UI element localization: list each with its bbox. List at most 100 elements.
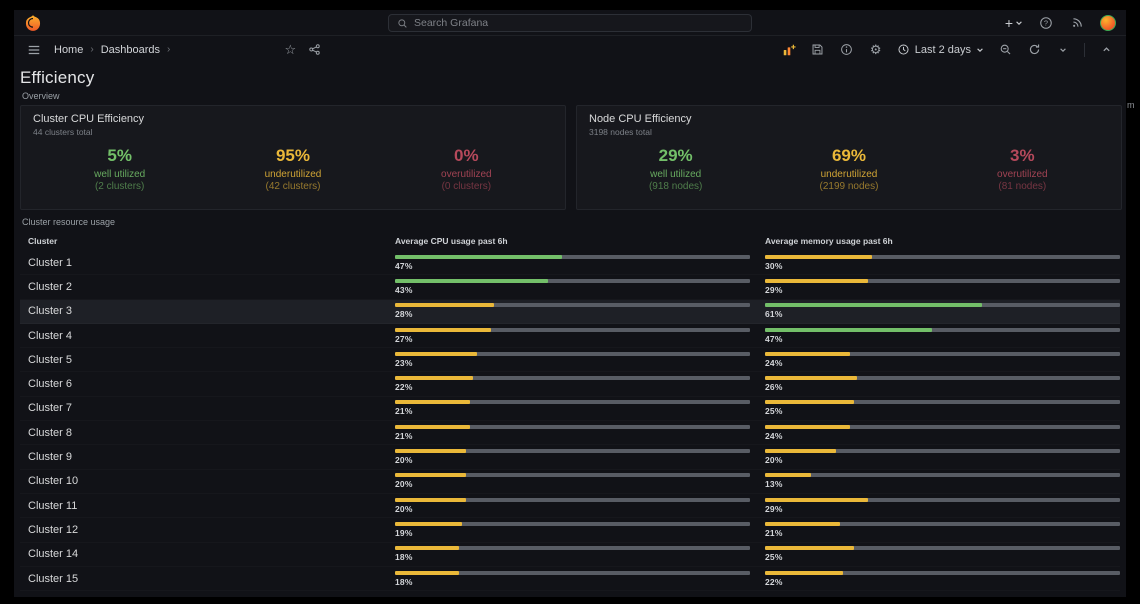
gauge-fill	[765, 376, 858, 381]
zoom-out-button[interactable]	[997, 42, 1013, 58]
add-visualization-icon	[783, 44, 796, 55]
refresh-button[interactable]	[1026, 42, 1042, 58]
gauge-value: 43%	[395, 284, 413, 295]
table-row[interactable]: Cluster 10 20% 13%	[20, 470, 1120, 494]
share-button[interactable]	[306, 42, 322, 58]
gauge-track	[395, 570, 750, 575]
gauge-value: 18%	[395, 576, 413, 587]
gauge-fill	[765, 351, 851, 356]
gauge-fill	[395, 449, 466, 454]
gauge-fill	[395, 327, 491, 332]
table-row[interactable]: Cluster 2 43% 29%	[20, 275, 1120, 299]
news-rss-button[interactable]	[1069, 15, 1085, 31]
plus-icon: +	[1004, 14, 1013, 31]
search-input[interactable]: Search Grafana	[388, 14, 752, 32]
gauge-fill	[395, 376, 474, 381]
table-row[interactable]: Cluster 14 18% 25%	[20, 543, 1120, 567]
table-row[interactable]: Cluster 5 23% 24%	[20, 348, 1120, 372]
cluster-name: Cluster 3	[28, 305, 73, 318]
memory-usage-gauge: 29%	[765, 278, 1120, 295]
cpu-usage-gauge: 20%	[395, 473, 750, 489]
gauge-fill	[395, 351, 477, 356]
gauge-track	[765, 473, 1120, 478]
help-button[interactable]: ?	[1038, 15, 1054, 31]
gauge-track	[395, 449, 750, 454]
cpu-usage-gauge: 47%	[395, 254, 750, 271]
time-range-picker[interactable]: Last 2 days	[897, 43, 984, 56]
cluster-name: Cluster 4	[28, 329, 73, 342]
cpu-usage-gauge: 23%	[395, 351, 750, 368]
column-header-cpu[interactable]: Average CPU usage past 6h	[395, 236, 508, 246]
collapse-controls-button[interactable]	[1098, 42, 1114, 58]
table-row[interactable]: Cluster 6 22% 26%	[20, 372, 1120, 396]
gauge-track	[395, 351, 750, 356]
gauge-track	[395, 254, 750, 259]
cluster-name: Cluster 2	[28, 280, 73, 293]
row-header-usage[interactable]: Cluster resource usage	[22, 217, 116, 227]
gauge-value: 21%	[765, 527, 783, 538]
dashboard-insights-button[interactable]	[839, 42, 855, 58]
stat-value: 69%	[831, 146, 866, 165]
add-panel-button[interactable]	[781, 42, 797, 58]
user-avatar[interactable]	[1100, 14, 1116, 31]
cluster-name: Cluster 14	[28, 548, 79, 561]
favorite-star-button[interactable]: ☆	[282, 42, 298, 58]
cpu-usage-gauge: 20%	[395, 449, 750, 465]
gauge-fill	[395, 546, 459, 551]
gauge-track	[395, 497, 750, 502]
gauge-track	[765, 400, 1120, 405]
stat-overutilized: 0% overutilized (0 clusters)	[380, 146, 553, 192]
save-icon	[812, 44, 823, 55]
gauge-value: 61%	[765, 309, 783, 320]
gauge-fill	[395, 278, 548, 283]
memory-usage-gauge: 13%	[765, 473, 1120, 489]
column-header-cluster[interactable]: Cluster	[28, 236, 58, 246]
cluster-name: Cluster 9	[28, 451, 73, 464]
gauge-track	[395, 521, 750, 526]
breadcrumb-dashboards[interactable]: Dashboards	[100, 43, 161, 56]
stat-label: underutilized	[264, 169, 322, 180]
table-row[interactable]: Cluster 15 18% 22%	[20, 567, 1120, 591]
star-icon: ☆	[284, 42, 297, 57]
cpu-usage-gauge: 21%	[395, 424, 750, 441]
stat-value: 95%	[275, 146, 310, 165]
table-row[interactable]: Cluster 8 21% 24%	[20, 421, 1120, 445]
stat-label: well utilized	[650, 169, 702, 180]
chevron-down-icon	[1060, 47, 1066, 52]
new-menu-button[interactable]: +	[1005, 15, 1023, 31]
gauge-value: 24%	[765, 357, 783, 368]
table-row[interactable]: Cluster 12 19% 21%	[20, 518, 1120, 542]
dashboard-settings-button[interactable]: ⚙	[868, 42, 884, 58]
stat-value: 0%	[454, 146, 479, 165]
time-range-label: Last 2 days	[914, 43, 971, 56]
gauge-track	[765, 278, 1120, 283]
gauge-value: 26%	[765, 382, 783, 393]
refresh-interval-dropdown[interactable]	[1055, 42, 1071, 58]
table-row[interactable]: Cluster 1 47% 30%	[20, 251, 1120, 275]
menu-toggle-button[interactable]	[26, 42, 42, 58]
share-icon	[309, 44, 320, 55]
column-header-memory[interactable]: Average memory usage past 6h	[765, 236, 893, 246]
clipped-text-fragment: m	[1127, 100, 1135, 110]
breadcrumb-home[interactable]: Home	[54, 43, 84, 56]
table-row[interactable]: Cluster 4 27% 47%	[20, 324, 1120, 348]
chevron-down-icon	[1015, 19, 1023, 27]
refresh-icon	[1029, 44, 1039, 55]
gauge-fill	[395, 497, 466, 502]
stat-detail: (2 clusters)	[94, 181, 145, 192]
table-row[interactable]: Cluster 11 20% 29%	[20, 494, 1120, 518]
stat-label: well utilized	[94, 169, 146, 180]
gauge-track	[395, 424, 750, 429]
zoom-out-icon	[1000, 44, 1010, 55]
save-dashboard-button[interactable]	[810, 42, 826, 58]
gauge-fill	[765, 254, 872, 259]
gauge-fill	[765, 521, 840, 526]
table-row[interactable]: Cluster 3 28% 61%	[20, 299, 1120, 324]
gauge-track	[765, 254, 1120, 259]
grafana-logo[interactable]	[24, 14, 42, 32]
table-row[interactable]: Cluster 7 21% 25%	[20, 397, 1120, 421]
cluster-name: Cluster 5	[28, 353, 73, 366]
row-header-overview[interactable]: Overview	[22, 91, 60, 101]
table-row[interactable]: Cluster 9 20% 20%	[20, 445, 1120, 469]
cpu-usage-gauge: 18%	[395, 570, 750, 587]
